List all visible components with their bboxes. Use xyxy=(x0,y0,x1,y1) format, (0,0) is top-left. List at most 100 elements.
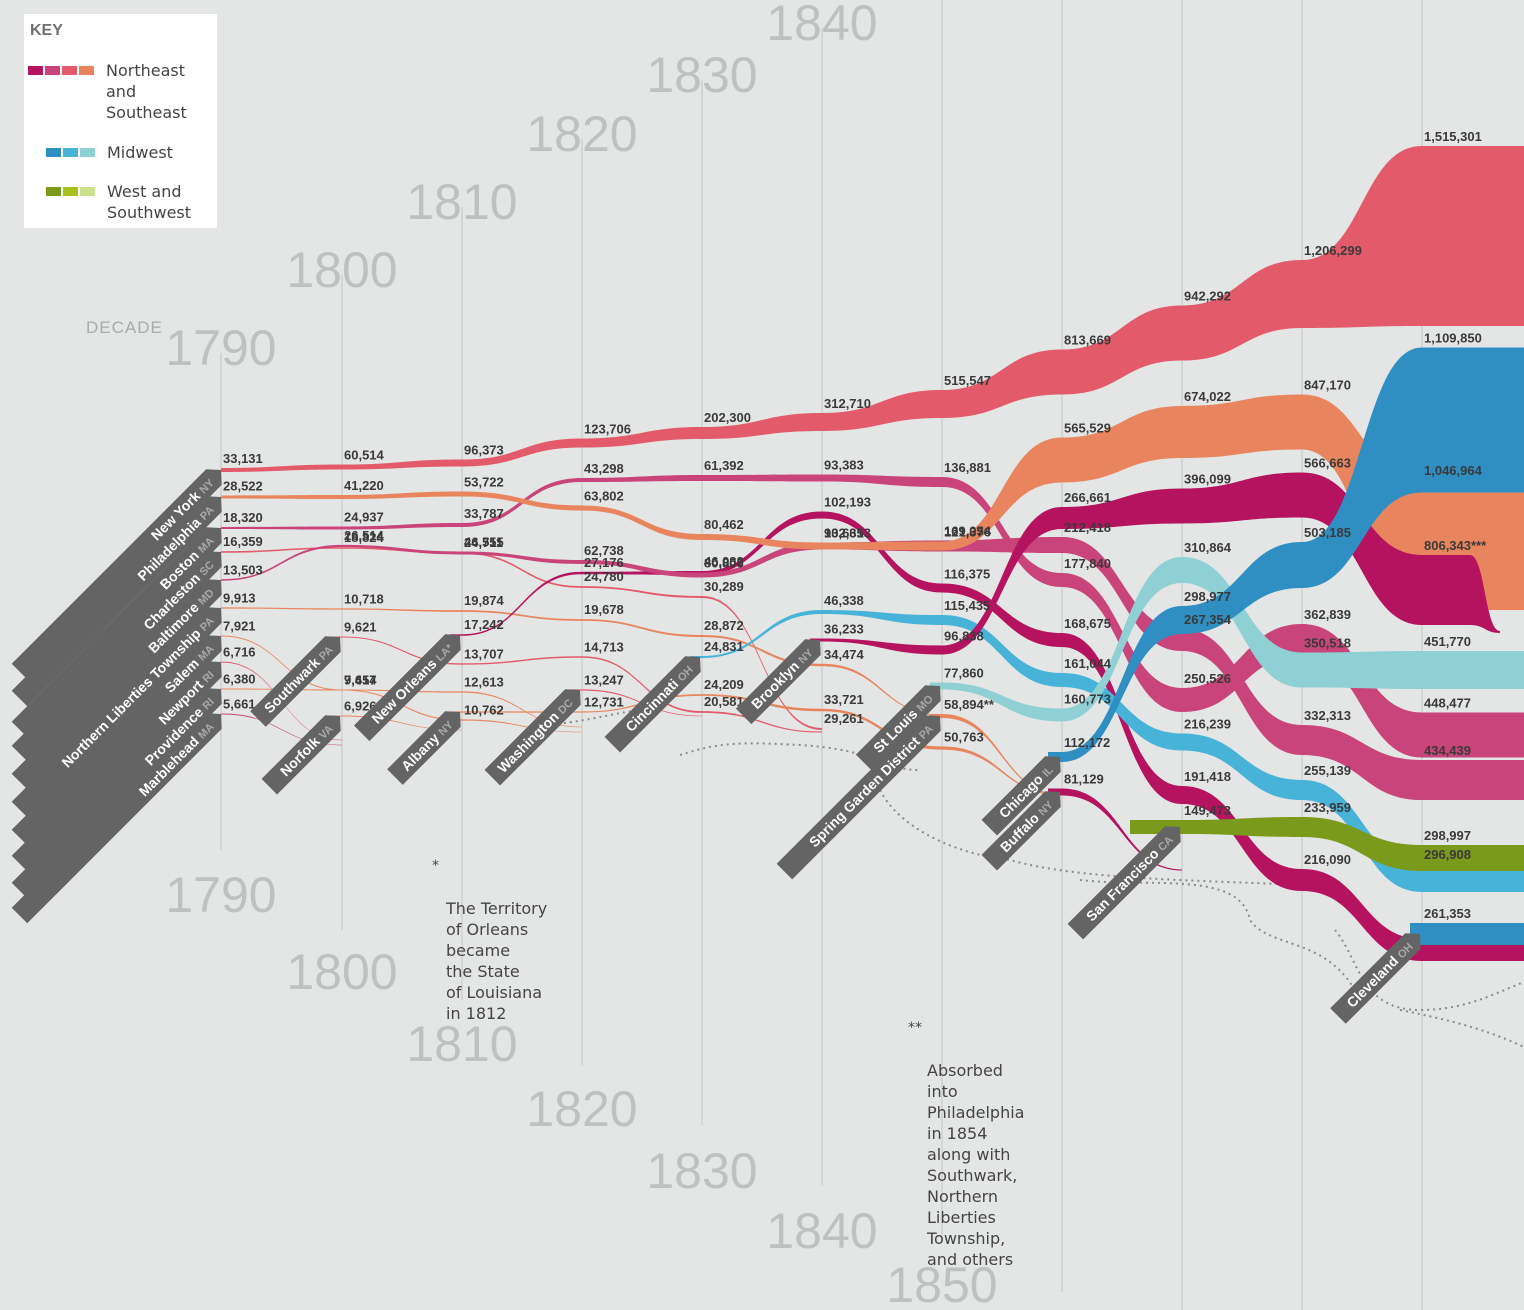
value-label-baltimore-1830: 80,800 xyxy=(704,556,744,571)
value-label-brooklyn-1880: 566,663 xyxy=(1304,456,1351,471)
value-label-baltimore-1800: 26,514 xyxy=(344,528,385,543)
decade-label-bottom-1830: 1830 xyxy=(646,1143,757,1199)
value-label-san-francisco-1890: 298,997 xyxy=(1424,828,1471,843)
value-label-new-orleans-1870: 191,418 xyxy=(1184,769,1231,784)
city-tag-bg xyxy=(981,791,1061,871)
value-label-baltimore-1790: 13,503 xyxy=(223,562,263,577)
value-label-providence-1800: 7,614 xyxy=(344,672,377,687)
value-label-brooklyn-1890: 806,343*** xyxy=(1424,538,1487,553)
value-label-new-york-1790: 33,131 xyxy=(223,451,263,466)
legend-item-midwest: Midwest xyxy=(46,142,173,163)
city-tag-bg xyxy=(981,756,1061,836)
city-tag-label: Washington DC xyxy=(494,694,576,776)
value-label-albany-1850: 50,763 xyxy=(944,729,984,744)
city-tag-bg xyxy=(11,607,222,818)
value-label-philadelphia-1840: 93,665 xyxy=(824,526,864,541)
city-tag-label: Southwark PA xyxy=(261,641,336,716)
decade-caption: DECADE xyxy=(86,318,163,337)
value-label-baltimore-1850: 169,054 xyxy=(944,524,992,539)
value-label-new-orleans-1840: 102,193 xyxy=(824,495,871,510)
dotted-line-1 xyxy=(679,742,921,771)
city-tag-southwark: Southwark PA xyxy=(250,636,341,727)
city-name: Albany xyxy=(398,727,445,774)
note-territory-of-orleans: * The Territory of Orleans became the St… xyxy=(432,856,547,1024)
value-label-washington-1820: 13,247 xyxy=(584,672,624,687)
value-label-albany-1820: 12,731 xyxy=(584,694,624,709)
decade-label-top-1820: 1820 xyxy=(526,106,637,162)
legend-swatch xyxy=(62,66,77,75)
value-label-new-york-1820: 123,706 xyxy=(584,422,631,437)
value-label-albany-1830: 24,209 xyxy=(704,677,744,692)
legend-item-northeast: Northeast and Southeast xyxy=(28,60,187,123)
value-label-boston-1890: 448,477 xyxy=(1424,696,1471,711)
legend-swatch xyxy=(79,66,94,75)
value-label-albany-1840: 33,721 xyxy=(824,692,864,707)
flow-band-brooklyn xyxy=(810,472,1500,655)
value-label-baltimore-1810: 46,555 xyxy=(464,535,504,550)
city-name: New Orleans xyxy=(368,653,442,727)
legend-swatch xyxy=(80,187,95,196)
value-label-philadelphia-1870: 674,022 xyxy=(1184,389,1231,404)
value-label-philadelphia-1820: 63,802 xyxy=(584,489,624,504)
value-label-cincinnati-1890: 296,908 xyxy=(1424,847,1471,862)
decade-label-bottom-1840: 1840 xyxy=(766,1203,877,1259)
decade-label-top-1810: 1810 xyxy=(406,174,517,230)
legend-swatches xyxy=(46,187,95,196)
value-label-new-orleans-1850: 116,375 xyxy=(944,567,990,582)
value-label-charleston-1820: 24,780 xyxy=(584,569,624,584)
value-label-brooklyn-1850: 96,838 xyxy=(944,629,984,644)
value-label-san-francisco-1880: 233,959 xyxy=(1304,800,1351,815)
value-label-philadelphia-1830: 80,462 xyxy=(704,517,744,532)
legend-label: Northeast and Southeast xyxy=(106,61,187,122)
value-label-boston-1830: 61,392 xyxy=(704,458,744,473)
value-label-new-orleans-1830: 46,082 xyxy=(704,554,744,569)
legend-item-west: West and Southwest xyxy=(46,181,191,223)
value-label-boston-1820: 43,298 xyxy=(584,461,624,476)
city-tag-label: Norfolk VA xyxy=(277,720,336,779)
flow-band-marblehead xyxy=(221,713,342,746)
value-label-cincinnati-1850: 115,435 xyxy=(944,598,990,613)
value-label-boston-1840: 93,383 xyxy=(824,458,864,473)
city-tag-albany: Albany NY xyxy=(387,711,461,785)
dotted-line-5 xyxy=(1399,1009,1524,1049)
value-label-salem-1810: 12,613 xyxy=(464,674,504,689)
value-label-buffalo-1860: 81,129 xyxy=(1064,772,1104,787)
flow-band-salem xyxy=(221,635,582,728)
city-flow-bands xyxy=(221,145,1524,961)
value-label-northern-liberties-township-1790: 9,913 xyxy=(223,590,256,605)
city-tag-bg xyxy=(11,469,222,680)
value-label-new-york-1890: 1,515,301 xyxy=(1424,129,1482,144)
city-tag-label: Cincinnati OH xyxy=(622,661,696,735)
value-label-spring-garden-district-1850: 58,894** xyxy=(944,697,995,712)
city-tag-norfolk: Norfolk VA xyxy=(261,715,341,795)
value-label-boston-1810: 33,787 xyxy=(464,506,504,521)
value-label-new-orleans-1820: 27,176 xyxy=(584,555,624,570)
note-text: Absorbed into Philadelphia in 1854 along… xyxy=(927,1061,1025,1269)
flow-band-st-louis xyxy=(930,557,1524,722)
legend-swatch xyxy=(46,148,61,157)
value-label-northern-liberties-township-1820: 19,678 xyxy=(584,602,624,617)
value-label-norfolk-1800: 6,926 xyxy=(344,699,377,714)
value-label-boston-1880: 362,839 xyxy=(1304,607,1351,622)
value-label-cincinnati-1860: 161,044 xyxy=(1064,656,1112,671)
city-tag-bg xyxy=(261,715,341,795)
value-label-boston-1790: 18,320 xyxy=(223,510,263,525)
value-label-charleston-1790: 16,359 xyxy=(223,534,263,549)
decade-label-bottom-1850: 1850 xyxy=(886,1257,997,1310)
value-label-charleston-1840: 29,261 xyxy=(824,711,864,726)
dotted-line-2 xyxy=(879,789,1301,886)
legend-key: KEY Northeast and Southeast Midwest West… xyxy=(24,14,217,228)
decade-label-top-1840: 1840 xyxy=(766,0,877,51)
decade-gridlines xyxy=(220,0,1423,1310)
value-label-new-york-1800: 60,514 xyxy=(344,448,385,463)
value-label-new-york-1840: 312,710 xyxy=(824,396,871,411)
city-tag-bg xyxy=(735,639,821,725)
decade-label-bottom-1790: 1790 xyxy=(165,867,276,923)
value-label-new-york-1860: 813,669 xyxy=(1064,333,1111,348)
city-tag-bg xyxy=(387,711,461,785)
value-label-new-york-1880: 1,206,299 xyxy=(1304,243,1362,258)
value-label-new-orleans-1810: 17,242 xyxy=(464,617,504,632)
value-label-chicago-1870: 298,977 xyxy=(1184,589,1231,604)
